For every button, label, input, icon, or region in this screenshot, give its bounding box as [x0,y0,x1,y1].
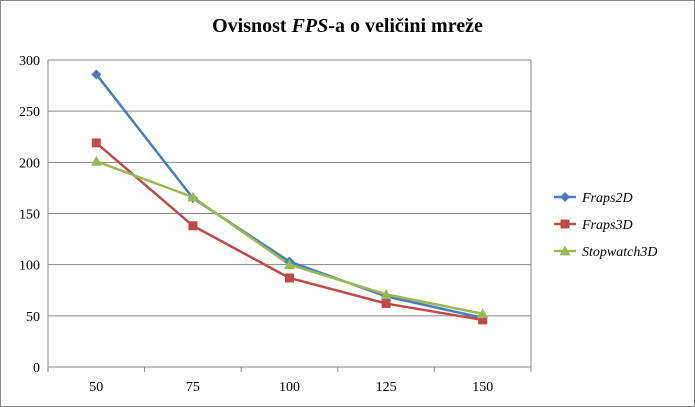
x-tick-label-100: 100 [279,380,300,395]
y-tick-label-250: 250 [19,105,40,120]
legend-label-Stopwatch3D: Stopwatch3D [582,245,657,260]
data-point-Stopwatch3D-75 [187,191,199,202]
chart-title-part-3: -a o veličini mreže [328,15,483,37]
legend-marker-Fraps2D [560,192,570,202]
data-point-Fraps2D-50 [91,69,102,80]
data-point-Fraps3D-100 [285,273,294,283]
series-line-Stopwatch3D [95,160,483,316]
legend-label-Fraps2D: Fraps2D [581,191,633,206]
legend-marker-Stopwatch3D [559,245,571,256]
series-line-Fraps3D [95,141,483,322]
y-tick-label-50: 50 [26,310,40,325]
y-tick-label-300: 300 [19,54,40,69]
data-point-Stopwatch3D-150 [477,308,489,319]
data-point-Stopwatch3D-50 [90,155,102,166]
y-tick-label-150: 150 [19,208,40,223]
x-tick-label-75: 75 [186,380,200,395]
data-point-Stopwatch3D-125 [380,288,392,299]
data-point-Fraps3D-75 [188,221,198,231]
y-tick-label-100: 100 [19,259,40,274]
data-point-Fraps3D-50 [91,138,101,148]
x-tick-label-50: 50 [89,380,103,395]
chart-title-part-1: Ovisnost [212,15,292,37]
data-point-Fraps3D-150 [478,315,488,325]
chart-title-part-2: FPS [291,15,329,37]
x-tick-label-150: 150 [472,380,493,395]
data-point-Stopwatch3D-100 [284,259,295,270]
data-point-Fraps3D-125 [381,299,391,309]
x-tick-label-125: 125 [376,380,397,395]
y-tick-label-0: 0 [33,361,40,376]
chart-title: Ovisnost FPS-a o veličini mreže [1,15,694,38]
y-tick-label-200: 200 [19,156,40,171]
legend-marker-Fraps3D [560,219,570,229]
legend-label-Fraps3D: Fraps3D [581,218,633,233]
